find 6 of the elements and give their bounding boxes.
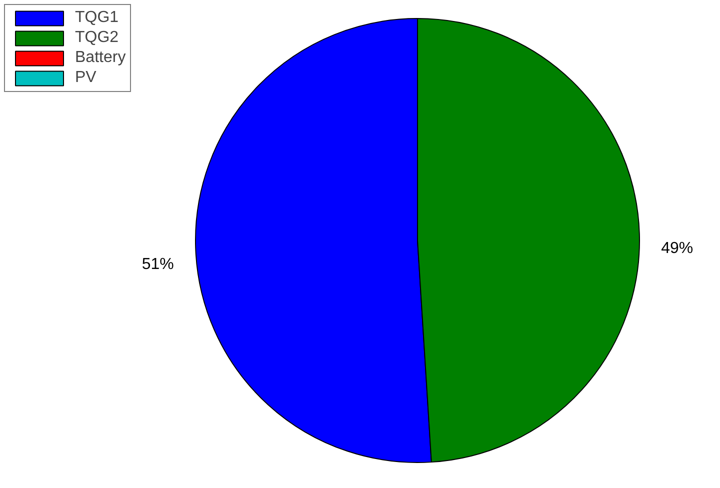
legend-label: TQG2 (75, 29, 119, 47)
legend-label: TQG1 (75, 9, 119, 27)
data-label: 49% (661, 240, 694, 258)
data-label: 51% (142, 256, 174, 273)
legend-label: Battery (75, 49, 126, 67)
legend-label: PV (75, 69, 96, 87)
